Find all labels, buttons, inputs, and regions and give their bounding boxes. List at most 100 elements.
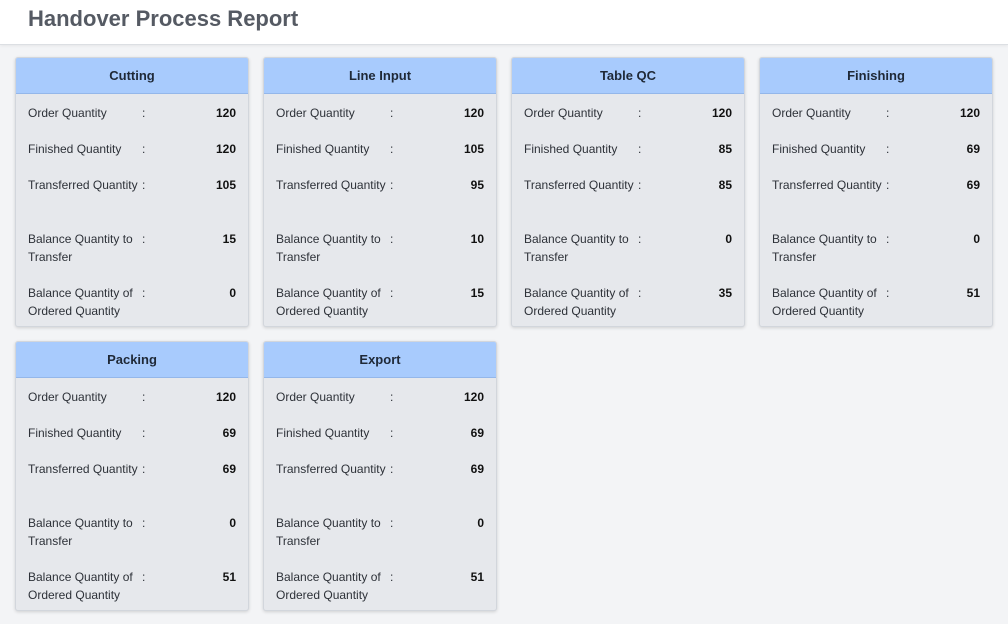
order-quantity-label: Order Quantity xyxy=(524,106,603,120)
finished-quantity-row: Finished Quantity: 69 xyxy=(264,424,496,460)
balance-to-transfer-label: Balance Quantity to Transfer xyxy=(524,232,629,264)
balance-to-transfer-row: Balance Quantity to Transfer: 0 xyxy=(16,514,248,568)
separator: : xyxy=(886,232,890,246)
balance-of-ordered-row: Balance Quantity of Ordered Quantity: 51 xyxy=(760,284,992,326)
finished-quantity-row: Finished Quantity: 85 xyxy=(512,140,744,176)
separator: : xyxy=(390,462,394,476)
separator: : xyxy=(390,570,394,584)
balance-to-transfer-value: 0 xyxy=(229,516,236,530)
order-quantity-value: 120 xyxy=(215,390,236,404)
separator: : xyxy=(638,232,642,246)
transferred-quantity-row: Transferred Quantity: 69 xyxy=(16,460,248,514)
balance-to-transfer-label: Balance Quantity to Transfer xyxy=(28,516,133,548)
balance-to-transfer-row: Balance Quantity to Transfer: 0 xyxy=(512,230,744,284)
balance-of-ordered-row: Balance Quantity of Ordered Quantity: 15 xyxy=(264,284,496,326)
separator: : xyxy=(390,106,394,120)
balance-to-transfer-row: Balance Quantity to Transfer: 0 xyxy=(264,514,496,568)
separator: : xyxy=(886,106,890,120)
balance-of-ordered-row: Balance Quantity of Ordered Quantity: 0 xyxy=(16,284,248,326)
separator: : xyxy=(142,232,146,246)
finished-quantity-row: Finished Quantity: 69 xyxy=(16,424,248,460)
separator: : xyxy=(886,142,890,156)
finished-quantity-label: Finished Quantity xyxy=(276,426,370,440)
balance-to-transfer-label: Balance Quantity to Transfer xyxy=(276,516,381,548)
separator: : xyxy=(390,426,394,440)
separator: : xyxy=(142,516,146,530)
order-quantity-row: Order Quantity: 120 xyxy=(264,104,496,140)
balance-of-ordered-label: Balance Quantity of Ordered Quantity xyxy=(28,570,133,602)
separator: : xyxy=(390,142,394,156)
separator: : xyxy=(142,462,146,476)
process-card-table-qc: Table QC Order Quantity: 120 Finished Qua… xyxy=(511,57,745,327)
transferred-quantity-value: 69 xyxy=(966,178,980,192)
order-quantity-label: Order Quantity xyxy=(276,390,355,404)
balance-of-ordered-label: Balance Quantity of Ordered Quantity xyxy=(524,286,629,318)
separator: : xyxy=(142,106,146,120)
finished-quantity-row: Finished Quantity: 120 xyxy=(16,140,248,176)
transferred-quantity-label: Transferred Quantity xyxy=(772,178,882,192)
separator: : xyxy=(142,286,146,300)
finished-quantity-label: Finished Quantity xyxy=(276,142,370,156)
order-quantity-row: Order Quantity: 120 xyxy=(760,104,992,140)
finished-quantity-label: Finished Quantity xyxy=(28,426,122,440)
balance-of-ordered-value: 35 xyxy=(718,286,732,300)
order-quantity-row: Order Quantity: 120 xyxy=(512,104,744,140)
balance-to-transfer-row: Balance Quantity to Transfer: 10 xyxy=(264,230,496,284)
process-card-cutting: Cutting Order Quantity: 120 Finished Quan… xyxy=(15,57,249,327)
order-quantity-row: Order Quantity: 120 xyxy=(264,388,496,424)
order-quantity-value: 120 xyxy=(463,106,484,120)
order-quantity-value: 120 xyxy=(711,106,732,120)
transferred-quantity-value: 85 xyxy=(718,178,732,192)
separator: : xyxy=(390,286,394,300)
balance-of-ordered-row: Balance Quantity of Ordered Quantity: 51 xyxy=(16,568,248,610)
balance-of-ordered-value: 51 xyxy=(222,570,236,584)
finished-quantity-value: 120 xyxy=(215,142,236,156)
finished-quantity-label: Finished Quantity xyxy=(28,142,122,156)
separator: : xyxy=(886,286,890,300)
balance-of-ordered-value: 51 xyxy=(966,286,980,300)
balance-to-transfer-value: 0 xyxy=(973,232,980,246)
separator: : xyxy=(638,178,642,192)
balance-to-transfer-value: 15 xyxy=(222,232,236,246)
separator: : xyxy=(638,106,642,120)
balance-of-ordered-row: Balance Quantity of Ordered Quantity: 35 xyxy=(512,284,744,326)
finished-quantity-label: Finished Quantity xyxy=(524,142,618,156)
card-title: Line Input xyxy=(264,58,496,94)
transferred-quantity-label: Transferred Quantity xyxy=(28,178,138,192)
finished-quantity-row: Finished Quantity: 105 xyxy=(264,140,496,176)
separator: : xyxy=(390,178,394,192)
balance-of-ordered-value: 51 xyxy=(470,570,484,584)
separator: : xyxy=(390,390,394,404)
order-quantity-label: Order Quantity xyxy=(276,106,355,120)
separator: : xyxy=(886,178,890,192)
balance-of-ordered-label: Balance Quantity of Ordered Quantity xyxy=(276,570,381,602)
finished-quantity-value: 69 xyxy=(222,426,236,440)
finished-quantity-row: Finished Quantity: 69 xyxy=(760,140,992,176)
finished-quantity-value: 69 xyxy=(966,142,980,156)
balance-to-transfer-label: Balance Quantity to Transfer xyxy=(28,232,133,264)
order-quantity-value: 120 xyxy=(959,106,980,120)
page-header: Handover Process Report xyxy=(0,0,1008,45)
transferred-quantity-value: 105 xyxy=(215,178,236,192)
transferred-quantity-label: Transferred Quantity xyxy=(28,462,138,476)
order-quantity-row: Order Quantity: 120 xyxy=(16,388,248,424)
balance-to-transfer-value: 0 xyxy=(477,516,484,530)
order-quantity-value: 120 xyxy=(215,106,236,120)
balance-to-transfer-row: Balance Quantity to Transfer: 15 xyxy=(16,230,248,284)
separator: : xyxy=(390,516,394,530)
process-card-export: Export Order Quantity: 120 Finished Quant… xyxy=(263,341,497,611)
order-quantity-label: Order Quantity xyxy=(772,106,851,120)
finished-quantity-label: Finished Quantity xyxy=(772,142,866,156)
balance-to-transfer-label: Balance Quantity to Transfer xyxy=(276,232,381,264)
transferred-quantity-row: Transferred Quantity: 69 xyxy=(264,460,496,514)
finished-quantity-value: 85 xyxy=(718,142,732,156)
separator: : xyxy=(142,570,146,584)
balance-of-ordered-label: Balance Quantity of Ordered Quantity xyxy=(28,286,133,318)
separator: : xyxy=(142,142,146,156)
finished-quantity-value: 69 xyxy=(470,426,484,440)
card-title: Table QC xyxy=(512,58,744,94)
balance-of-ordered-value: 15 xyxy=(470,286,484,300)
balance-to-transfer-value: 10 xyxy=(470,232,484,246)
transferred-quantity-label: Transferred Quantity xyxy=(276,178,386,192)
separator: : xyxy=(390,232,394,246)
